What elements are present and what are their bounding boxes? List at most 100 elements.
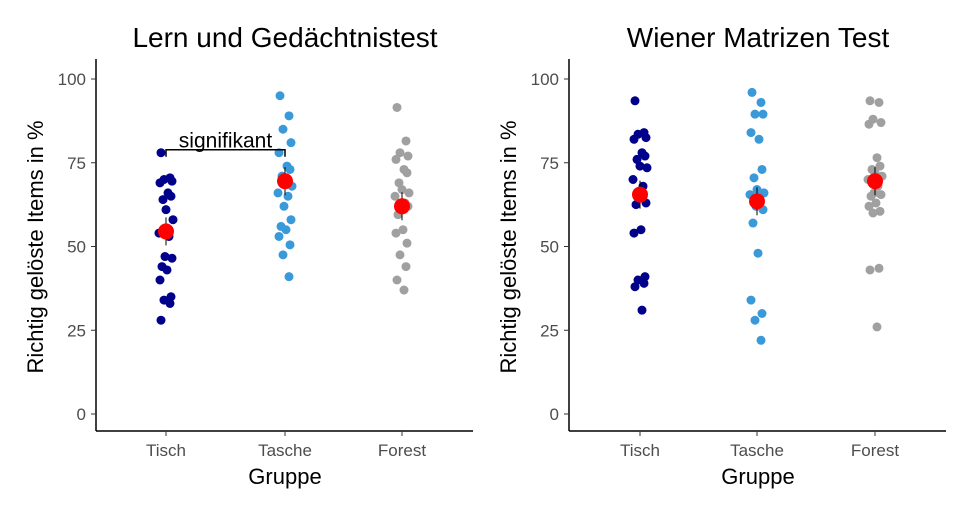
data-point (754, 134, 764, 144)
mean-point (867, 173, 883, 190)
data-point (746, 128, 756, 138)
data-point (864, 201, 874, 211)
data-point (750, 109, 760, 119)
data-point (390, 191, 400, 201)
data-point (167, 253, 177, 263)
y-axis-title: Richtig gelöste Items in % (496, 120, 521, 373)
data-point (283, 191, 293, 201)
data-point (165, 298, 175, 308)
chart-title: Lern und Gedächtnistest (132, 22, 437, 53)
data-point (392, 102, 402, 112)
data-point (756, 335, 766, 345)
data-point (641, 133, 651, 143)
data-point (872, 322, 882, 332)
data-point (865, 96, 875, 106)
mean-point (158, 223, 174, 240)
mean-point (632, 186, 648, 203)
x-tick-label: Tasche (730, 441, 784, 460)
panel-wiener-matrizen-test: Wiener Matrizen Test Gruppe Richtig gelö… (496, 22, 946, 489)
data-point (402, 238, 412, 248)
y-axis-title: Richtig gelöste Items in % (23, 120, 48, 373)
data-point (286, 215, 296, 225)
data-point (865, 265, 875, 275)
mean-point (394, 198, 410, 215)
data-point (274, 231, 284, 241)
data-point (872, 153, 882, 163)
data-point (866, 191, 876, 201)
x-axis-title: Gruppe (248, 464, 321, 489)
data-point (753, 248, 763, 258)
data-point (636, 225, 646, 235)
data-point (278, 250, 288, 260)
data-point (403, 151, 413, 161)
data-point (748, 218, 758, 228)
data-point (639, 278, 649, 288)
data-point (876, 190, 886, 200)
y-tick-label: 25 (67, 321, 86, 340)
mean-point (749, 193, 765, 210)
data-point (758, 109, 768, 119)
data-point (398, 225, 408, 235)
data-point (395, 148, 405, 158)
data-point (629, 134, 639, 144)
data-point (286, 138, 296, 148)
x-tick-label: Tisch (620, 441, 660, 460)
data-point (632, 154, 642, 164)
data-point (284, 111, 294, 121)
data-point (868, 208, 878, 218)
data-point (404, 188, 414, 198)
y-tick-label: 100 (58, 70, 86, 89)
data-point (630, 282, 640, 292)
x-tick-label: Tisch (146, 441, 186, 460)
data-point (167, 176, 177, 186)
y-tick-label: 25 (540, 321, 559, 340)
data-point (875, 206, 885, 216)
data-point (876, 118, 886, 128)
x-tick-label: Forest (851, 441, 899, 460)
x-tick-label: Tasche (258, 441, 312, 460)
data-point (399, 285, 409, 295)
data-point (160, 252, 170, 262)
data-point (278, 124, 288, 134)
significance-label: signifikant (179, 130, 273, 153)
data-point (279, 201, 289, 211)
data-point (747, 87, 757, 97)
data-point (166, 292, 176, 302)
data-point (168, 215, 178, 225)
data-point (392, 275, 402, 285)
chart-title: Wiener Matrizen Test (627, 22, 890, 53)
data-point (750, 315, 760, 325)
data-point (401, 262, 411, 272)
y-tick-label: 75 (540, 154, 559, 173)
data-point (757, 309, 767, 318)
y-tick-label: 75 (67, 154, 86, 173)
y-tick-label: 100 (531, 70, 559, 89)
data-point (158, 195, 168, 205)
data-point (281, 225, 291, 235)
data-point (285, 240, 295, 250)
data-point (640, 272, 650, 282)
data-point (875, 161, 885, 171)
data-point (757, 164, 767, 174)
data-point (401, 136, 411, 146)
data-point (749, 173, 759, 183)
data-point (155, 178, 165, 188)
x-axis-title: Gruppe (721, 464, 794, 489)
data-point (391, 228, 401, 238)
data-point (275, 91, 285, 101)
y-tick-label: 0 (77, 405, 86, 424)
data-point (391, 154, 401, 164)
data-point (394, 178, 404, 188)
significance-bracket (165, 148, 286, 157)
data-point (285, 164, 295, 174)
data-point (402, 168, 412, 178)
data-point (746, 295, 756, 305)
y-tick-label: 50 (540, 238, 559, 257)
y-tick-label: 50 (67, 238, 86, 257)
data-point (642, 163, 652, 173)
mean-point (277, 173, 293, 190)
data-point (629, 228, 639, 238)
x-tick-label: Forest (378, 441, 426, 460)
